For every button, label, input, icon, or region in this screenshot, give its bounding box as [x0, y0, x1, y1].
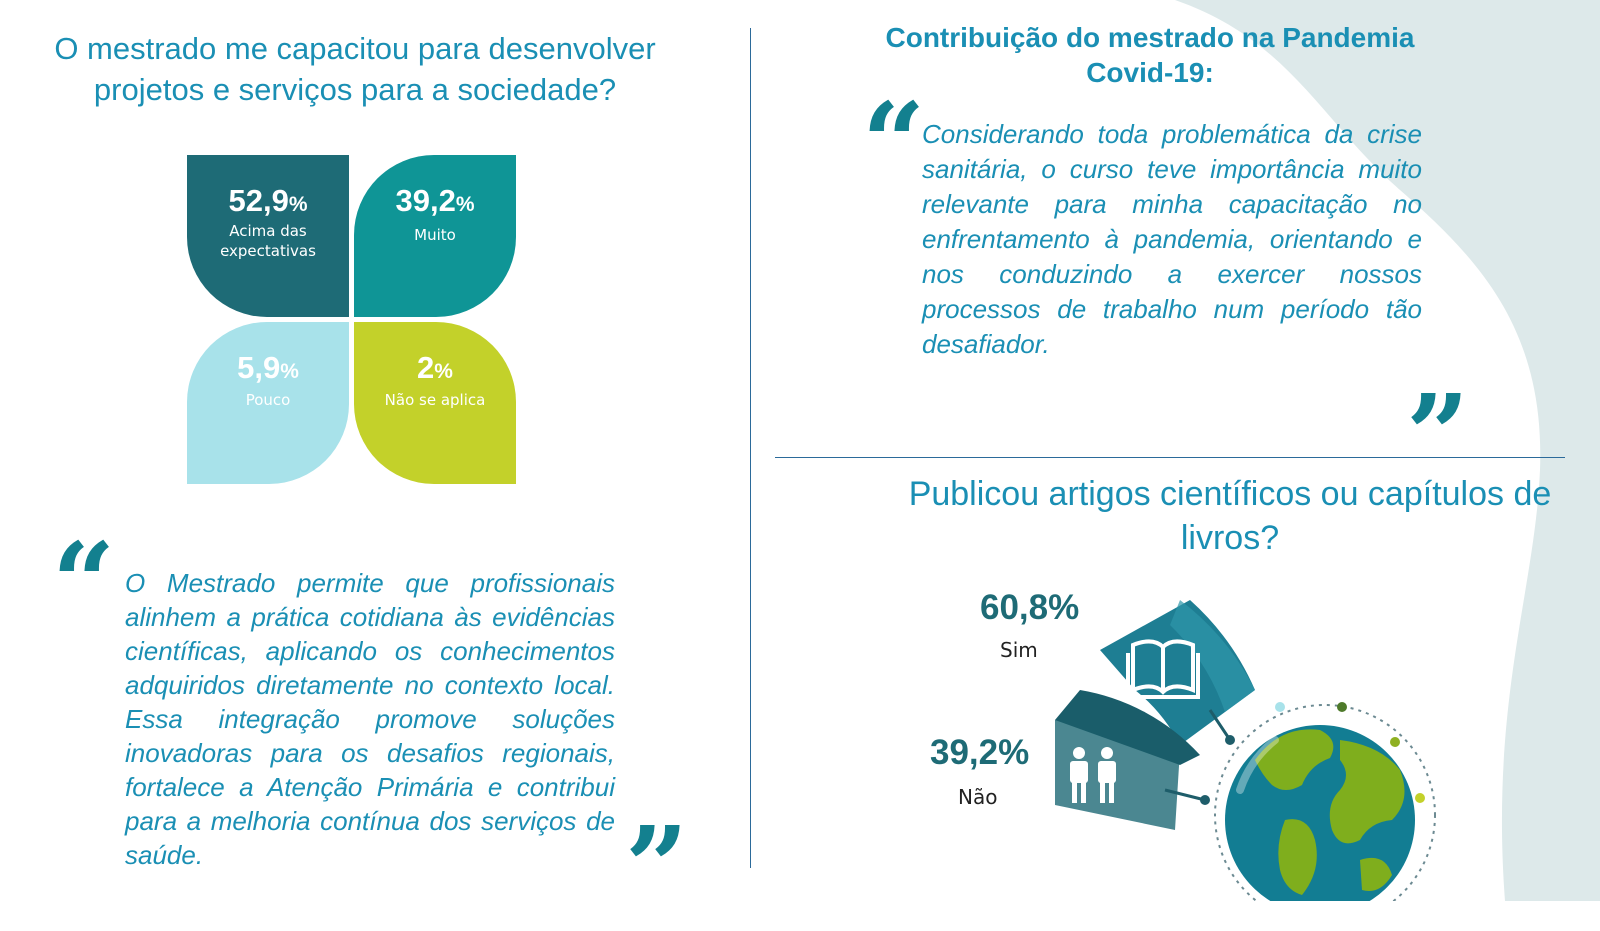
pandemic-quote-text: Considerando toda problemática da crise … — [922, 119, 1422, 359]
publications-yes-value: 60,8% — [980, 588, 1080, 627]
capacity-question-title: O mestrado me capacitou para desenvolver… — [54, 31, 656, 107]
open-quote-icon: “ — [862, 78, 926, 207]
petal-label: Muito — [414, 226, 456, 244]
book-icon — [1126, 639, 1200, 699]
open-quote-icon: “ — [52, 518, 116, 647]
close-quote-icon: ” — [625, 802, 689, 931]
pandemic-title: Contribuição do mestrado na Pandemia Cov… — [885, 22, 1415, 88]
petal-label: Acima das expectativas — [220, 222, 316, 260]
people-icon — [1070, 747, 1116, 803]
publications-yes-label: Sim — [1000, 638, 1038, 662]
vertical-divider — [750, 28, 751, 868]
petal-not-applicable: 2% Não se aplica — [354, 322, 516, 484]
petal-value: 2% — [417, 350, 453, 385]
petal-label: Não se aplica — [384, 391, 486, 409]
horizontal-divider — [775, 457, 1565, 458]
close-quote-icon: ” — [1406, 370, 1470, 499]
petal-above-expectations: 52,9% Acima das expectativas — [187, 155, 349, 317]
publications-graphic — [1055, 600, 1436, 901]
publications-question-title: Publicou artigos científicos ou capítulo… — [908, 475, 1552, 557]
globe-icon — [1214, 702, 1436, 901]
petal-value: 39,2% — [395, 183, 475, 218]
petal-value: 52,9% — [228, 183, 308, 218]
petal-little: 5,9% Pouco — [187, 322, 349, 484]
petal-value: 5,9% — [237, 350, 299, 385]
publications-no-value: 39,2% — [930, 733, 1030, 772]
petal-much: 39,2% Muito — [354, 155, 516, 317]
master-quote-text: O Mestrado permite que profissionais ali… — [125, 568, 615, 870]
background-shape — [1175, 0, 1600, 901]
petal-label: Pouco — [245, 391, 291, 409]
publications-no-label: Não — [958, 785, 998, 809]
